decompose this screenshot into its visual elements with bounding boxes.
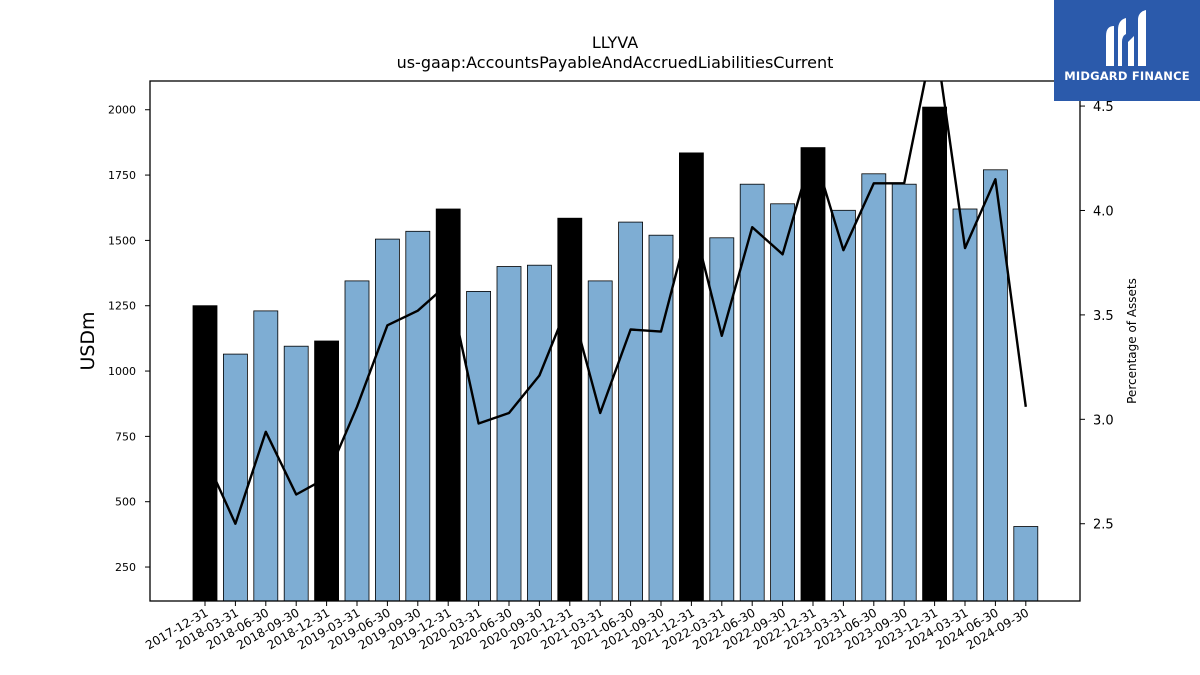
bar-2018-12-31 xyxy=(314,340,340,602)
y-tick-label: 2000 xyxy=(108,104,136,117)
brand-logo: MIDGARD FINANCE xyxy=(1054,0,1200,101)
y2-tick-label: 3.5 xyxy=(1093,309,1114,324)
bar-2024-03-31 xyxy=(952,208,978,602)
bar-2020-09-30 xyxy=(527,264,552,602)
y2-tick-label: 2.5 xyxy=(1093,518,1114,533)
y-tick-label: 500 xyxy=(115,496,136,509)
bar-2022-03-31 xyxy=(709,237,735,602)
bar-2023-12-31 xyxy=(922,106,947,602)
logo-text: MIDGARD FINANCE xyxy=(1064,69,1190,83)
bar-2022-09-30 xyxy=(770,203,795,602)
y2-tick-label: 4.5 xyxy=(1093,100,1114,115)
chart-subtitle: us-gaap:AccountsPayableAndAccruedLiabili… xyxy=(397,53,834,72)
bar-2020-06-30 xyxy=(496,266,522,602)
bar-2021-06-30 xyxy=(618,221,643,602)
x-axis: 2017-12-312018-03-312018-06-302018-09-30… xyxy=(143,601,1031,652)
y-axis-label: USDm xyxy=(77,311,99,370)
y-axis-right: 2.5 3.0 3.5 4.0 4.5 xyxy=(1080,100,1114,533)
chart-title: LLYVA xyxy=(592,33,638,52)
bar-2021-03-31 xyxy=(587,280,613,602)
y2-tick-label: 4.0 xyxy=(1093,204,1114,219)
y-tick-label: 250 xyxy=(115,561,136,574)
percentage-line xyxy=(203,81,1027,525)
bar-2022-06-30 xyxy=(739,183,765,602)
plot-frame xyxy=(149,80,1081,602)
percentage-series-line xyxy=(203,81,1027,525)
bar-2017-12-31 xyxy=(192,305,218,602)
y-tick-label: 1500 xyxy=(108,234,136,247)
bar-2019-03-31 xyxy=(344,280,370,602)
bar-2019-06-30 xyxy=(374,238,400,602)
bar-2018-03-31 xyxy=(222,353,248,602)
y-tick-label: 750 xyxy=(115,430,136,443)
y-tick-label: 1250 xyxy=(108,300,136,313)
bar-2023-03-31 xyxy=(831,209,856,602)
bar-2021-09-30 xyxy=(648,234,674,602)
y-tick-label: 1000 xyxy=(108,365,136,378)
y2-axis-label: Percentage of Assets xyxy=(1125,278,1139,404)
bar-2022-12-31 xyxy=(800,147,826,602)
bar-2019-09-30 xyxy=(405,230,431,602)
bar-2018-09-30 xyxy=(283,345,309,602)
bars xyxy=(192,106,1039,602)
bar-2023-09-30 xyxy=(891,183,917,602)
bar-2023-06-30 xyxy=(861,173,887,602)
y-tick-label: 1750 xyxy=(108,169,136,182)
y-axis-left: 250 500 750 1000 1250 1500 1750 2000 xyxy=(108,104,150,574)
bar-2019-12-31 xyxy=(435,208,461,602)
y2-tick-label: 3.0 xyxy=(1093,413,1114,428)
bar-2021-12-31 xyxy=(679,152,704,602)
midgard-logo-icon xyxy=(1106,10,1146,66)
bar-2020-03-31 xyxy=(466,290,492,602)
bar-2020-12-31 xyxy=(557,217,583,602)
bar-2024-09-30 xyxy=(1013,526,1039,602)
